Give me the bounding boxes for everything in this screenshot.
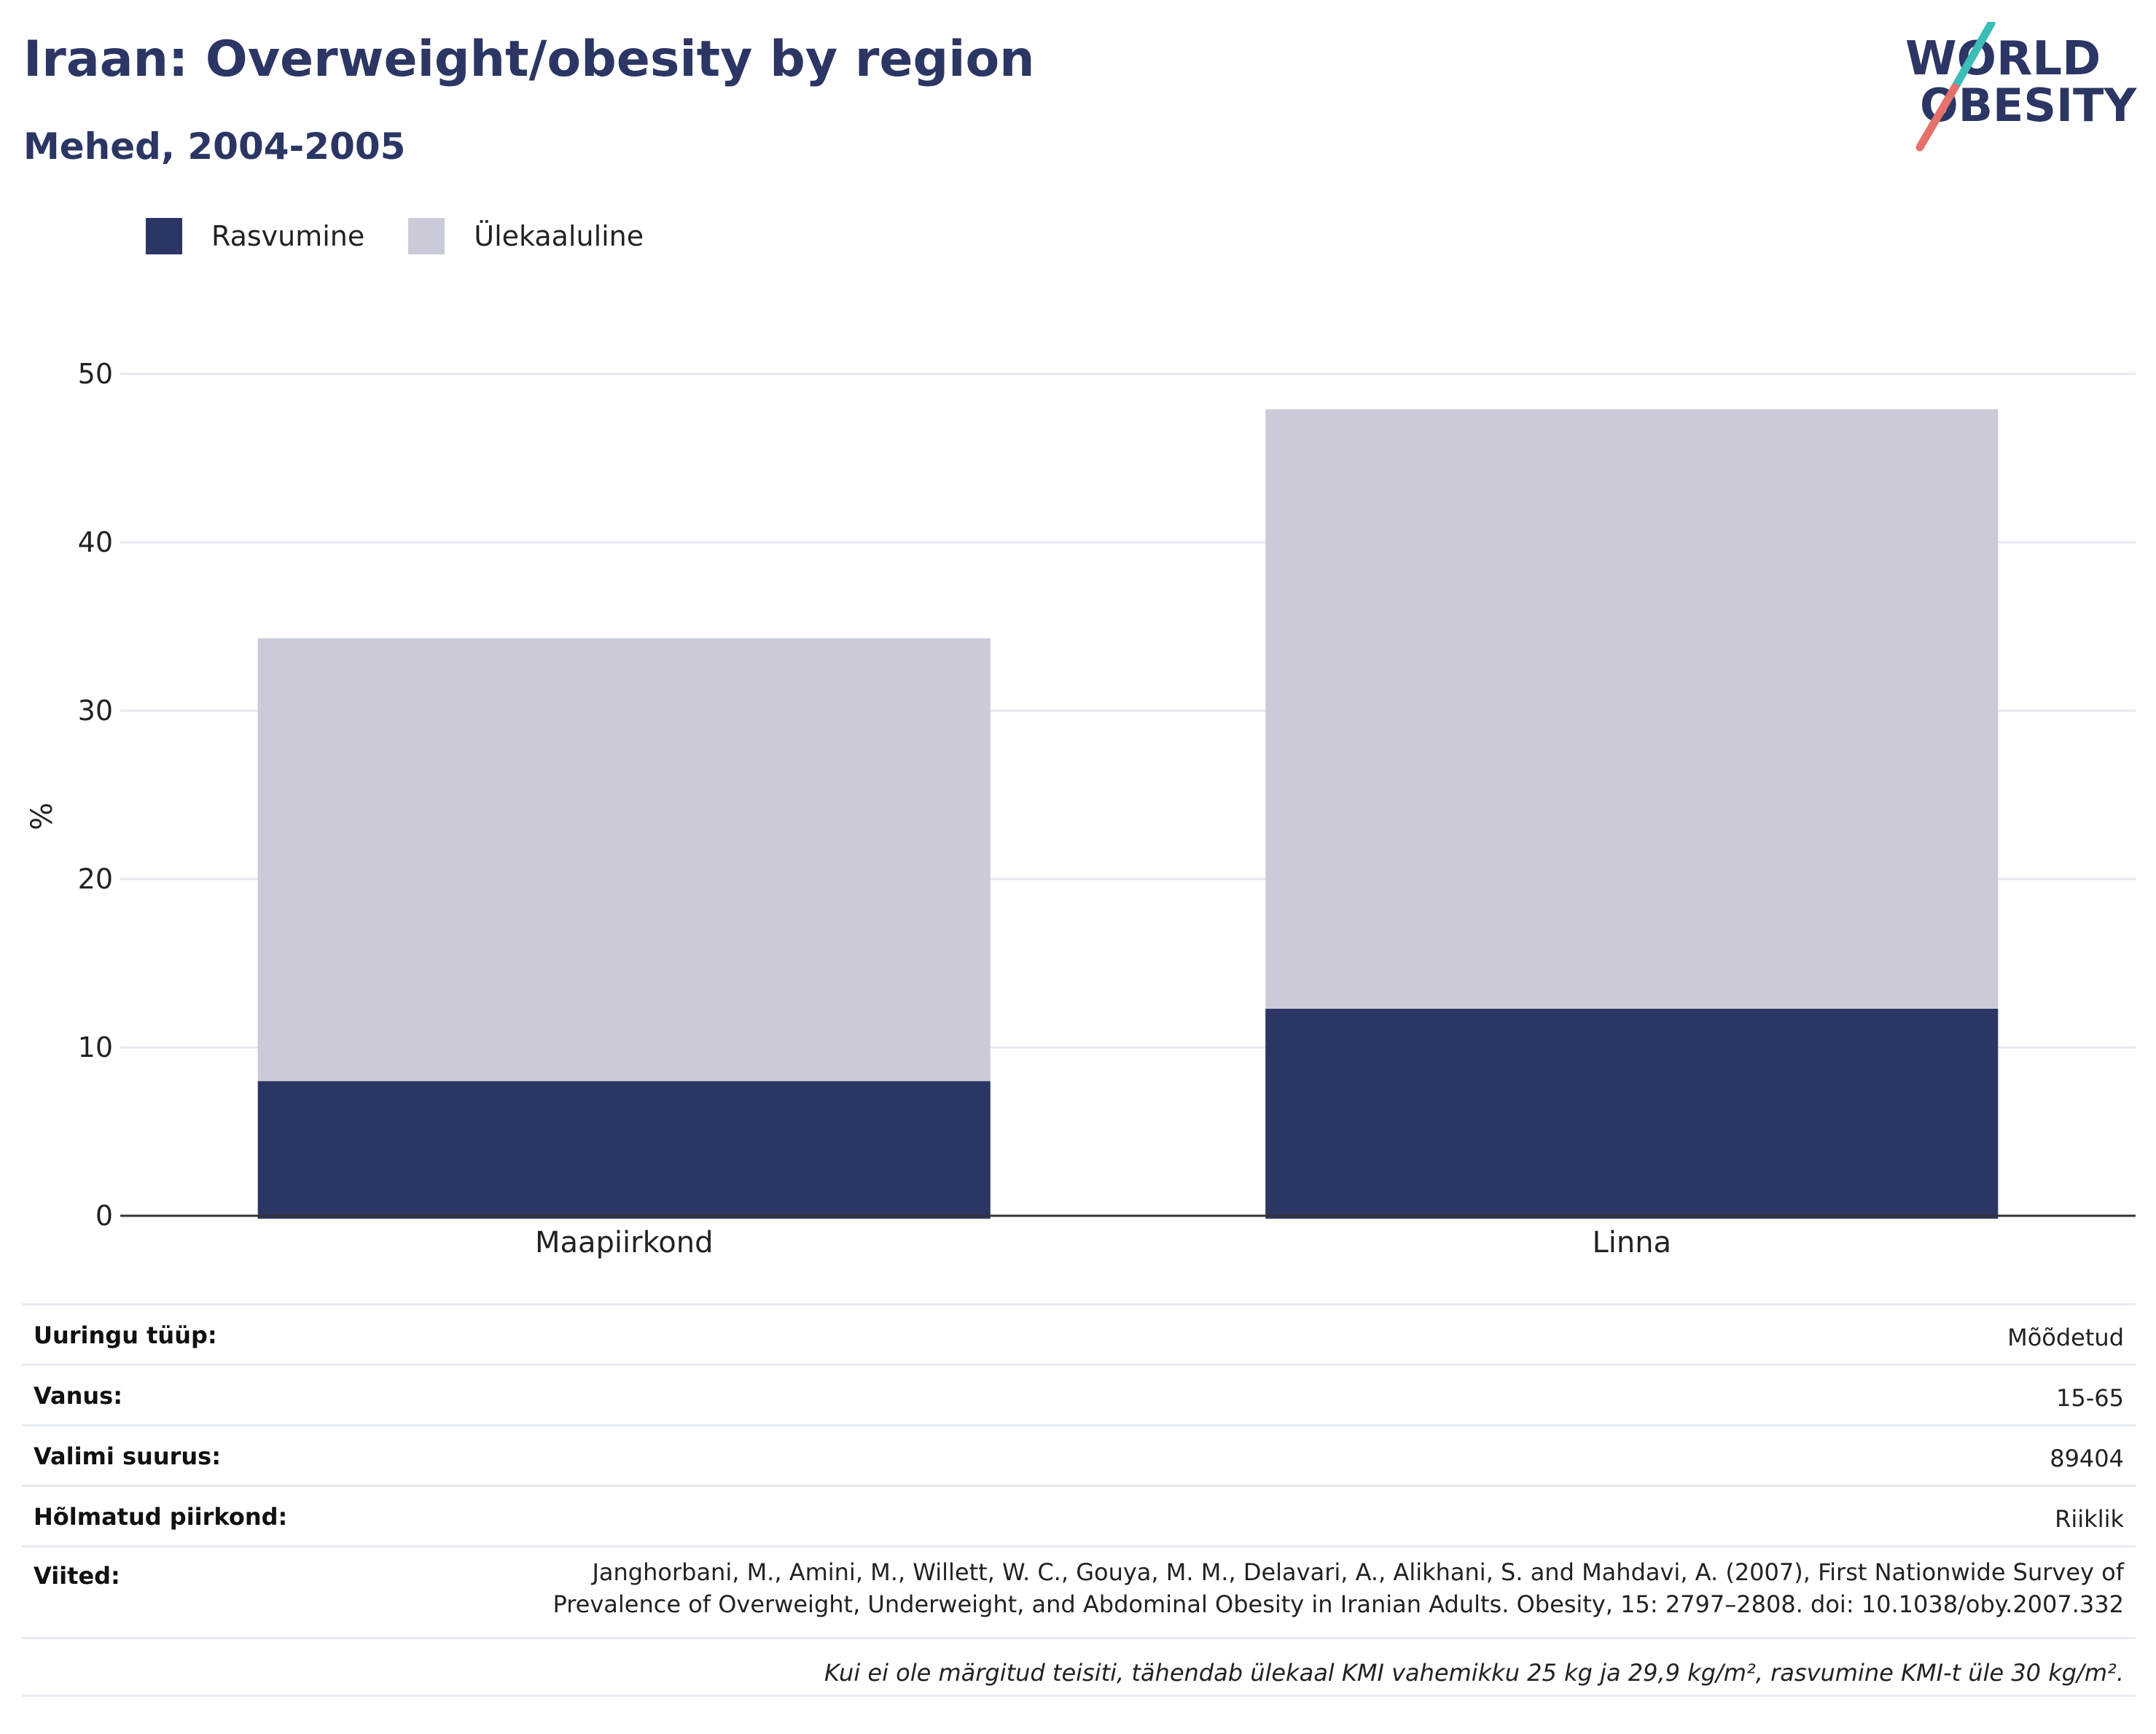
survey-type-value: Mõõdetud [2007, 1324, 2124, 1351]
legend-swatch-ulekaaluline [408, 218, 445, 254]
legend-item-rasvumine[interactable]: Rasvumine [146, 218, 364, 254]
y-tick-label-20: 20 [78, 863, 113, 895]
legend-item-ulekaaluline[interactable]: Ülekaaluline [408, 218, 644, 254]
y-tick-label-10: 10 [78, 1031, 113, 1063]
age-label: Vanus: [34, 1382, 123, 1410]
study-info-table: Uuringu tüüp: Mõõdetud Vanus: 15-65 Vali… [22, 1303, 2136, 1697]
bar--lekaaluline-maapiirkond [257, 638, 991, 1082]
logo-slash-bottom [1915, 83, 1959, 152]
bar-chart: 0 10 20 30 40 50 Maapiirkond Linna [78, 358, 2136, 1260]
legend-swatch-rasvumine [146, 218, 182, 254]
info-row-note: Kui ei ole märgitud teisiti, tähendab ül… [22, 1637, 2136, 1697]
info-row-survey-type: Uuringu tüüp: Mõõdetud [22, 1303, 2136, 1364]
chart-legend: Rasvumine Ülekaaluline [146, 217, 687, 255]
world-obesity-logo: WORLD OBESITY [1905, 22, 2137, 152]
bar-rasvumine-linna [1265, 1008, 1999, 1219]
y-tick-label-40: 40 [78, 526, 113, 558]
sample-size-value: 89404 [2050, 1445, 2124, 1472]
legend-label-ulekaaluline: Ülekaaluline [474, 220, 644, 252]
logo-slash-top [1950, 22, 1996, 92]
area-value: Riiklik [2055, 1505, 2124, 1533]
references-label: Viited: [34, 1562, 120, 1590]
survey-type-label: Uuringu tüüp: [34, 1321, 217, 1349]
y-tick-label-0: 0 [95, 1200, 113, 1232]
bar-rasvumine-maapiirkond [257, 1081, 991, 1219]
y-tick-label-30: 30 [78, 695, 113, 727]
age-value: 15-65 [2056, 1384, 2124, 1412]
info-row-sample-size: Valimi suurus: 89404 [22, 1424, 2136, 1485]
x-tick-label-linna: Linna [1592, 1226, 1671, 1260]
info-row-references: Viited: Janghorbani, M., Amini, M., Will… [22, 1545, 2136, 1637]
references-line-1: Janghorbani, M., Amini, M., Willett, W. … [592, 1558, 2124, 1586]
legend-label-rasvumine: Rasvumine [211, 220, 365, 252]
area-label: Hõlmatud piirkond: [34, 1503, 288, 1531]
info-row-area: Hõlmatud piirkond: Riiklik [22, 1485, 2136, 1545]
references-line-2: Prevalence of Overweight, Underweight, a… [552, 1590, 2124, 1618]
chart-title: Iraan: Overweight/obesity by region [23, 31, 1035, 88]
bar--lekaaluline-linna [1265, 409, 1999, 1009]
info-row-age: Vanus: 15-65 [22, 1364, 2136, 1424]
definition-note: Kui ei ole märgitud teisiti, tähendab ül… [824, 1659, 2124, 1687]
y-tick-label-50: 50 [78, 358, 113, 390]
logo-text-world: WORLD [1905, 32, 2101, 86]
references-value: Janghorbani, M., Amini, M., Willett, W. … [552, 1556, 2124, 1620]
x-tick-label-maapiirkond: Maapiirkond [535, 1226, 714, 1260]
chart-subtitle: Mehed, 2004-2005 [23, 125, 406, 168]
sample-size-label: Valimi suurus: [34, 1442, 222, 1470]
